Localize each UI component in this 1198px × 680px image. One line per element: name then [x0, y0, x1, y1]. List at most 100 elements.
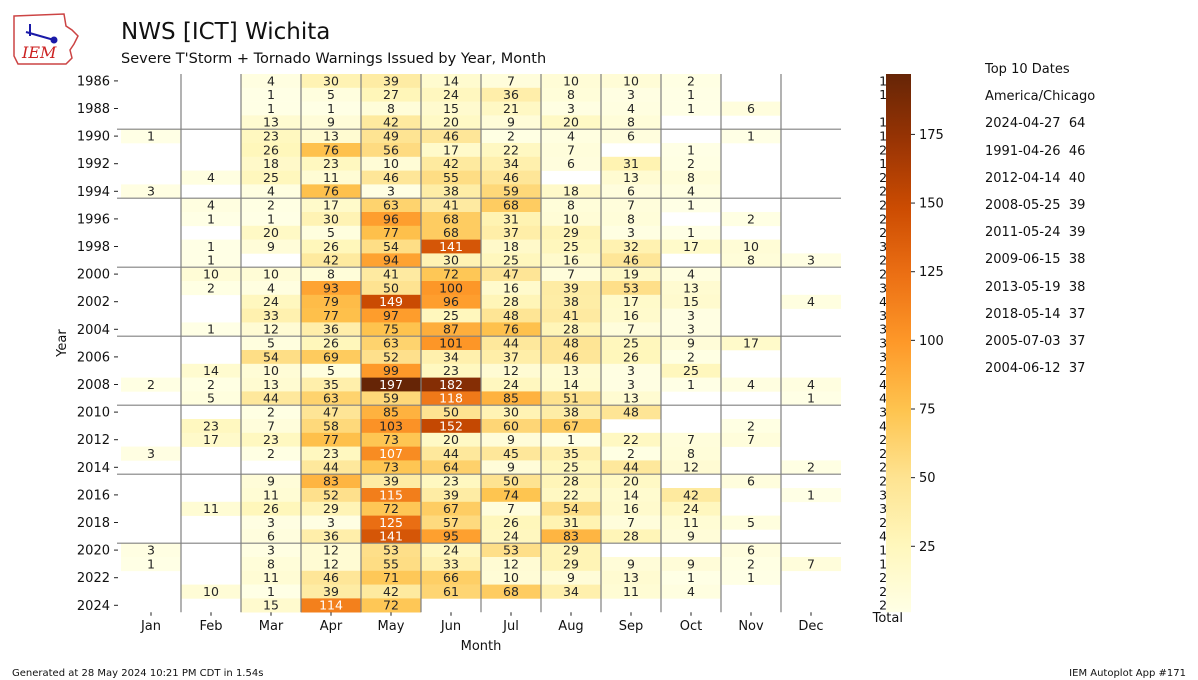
heatmap-cell	[241, 87, 301, 102]
heatmap-cell	[241, 267, 301, 282]
heatmap-cell	[181, 363, 241, 378]
cell-value-label: 77	[323, 432, 339, 447]
heatmap-cell	[661, 363, 721, 378]
colorbar-tick-label: 25	[919, 540, 936, 555]
cell-value-label: 10	[263, 267, 279, 282]
colorbar-tick-label: 100	[919, 334, 944, 349]
cell-value-label: 1	[267, 87, 275, 102]
cell-value-label: 24	[263, 294, 279, 309]
cell-value-label: 39	[443, 487, 459, 502]
heatmap-cell	[421, 446, 481, 461]
cell-value-label: 2	[747, 556, 755, 571]
heatmap-cell	[541, 488, 601, 503]
heatmap-cell	[481, 557, 541, 572]
total-column-label: Total	[872, 611, 903, 626]
heatmap-cell	[541, 294, 601, 309]
heatmap-cell	[361, 281, 421, 296]
cell-value-label: 39	[563, 280, 579, 295]
cell-value-label: 48	[503, 308, 519, 323]
heatmap-cell	[481, 446, 541, 461]
x-tick-label: Dec	[798, 619, 823, 634]
heatmap-cell	[301, 87, 361, 102]
heatmap-cell	[481, 267, 541, 282]
cell-value-label: 23	[263, 432, 279, 447]
cell-value-label: 1	[687, 198, 695, 213]
cell-value-label: 7	[627, 198, 635, 213]
heatmap-cell	[301, 267, 361, 282]
heatmap-cell	[361, 253, 421, 268]
cell-value-label: 152	[439, 418, 463, 433]
heatmap-cell	[601, 432, 661, 447]
heatmap-cell	[601, 253, 661, 268]
cell-value-label: 31	[563, 515, 579, 530]
heatmap-cell	[181, 501, 241, 516]
heatmap-cell	[361, 267, 421, 282]
cell-value-label: 3	[387, 184, 395, 199]
cell-value-label: 1	[267, 584, 275, 599]
cell-value-label: 1	[207, 239, 215, 254]
cell-value-label: 50	[383, 280, 399, 295]
top10-entry: 2013-05-19 38	[985, 279, 1086, 295]
heatmap-cell	[361, 225, 421, 240]
cell-value-label: 23	[263, 129, 279, 144]
cell-value-label: 1	[207, 253, 215, 268]
cell-value-label: 1	[207, 322, 215, 337]
cell-value-label: 9	[687, 529, 695, 544]
cell-value-label: 1	[687, 225, 695, 240]
chart-title: NWS [ICT] Wichita	[121, 19, 331, 45]
heatmap-cell	[241, 557, 301, 572]
heatmap-cell	[421, 529, 481, 544]
heatmap-cell	[481, 543, 541, 558]
cell-value-label: 1	[267, 211, 275, 226]
cell-value-label: 10	[383, 156, 399, 171]
heatmap-cell	[481, 474, 541, 489]
heatmap-cell	[361, 308, 421, 323]
x-tick-label: Jul	[502, 619, 519, 634]
heatmap-cell	[421, 170, 481, 185]
cell-value-label: 68	[503, 198, 519, 213]
heatmap-cell	[241, 281, 301, 296]
cell-value-label: 28	[563, 474, 579, 489]
cell-value-label: 3	[627, 377, 635, 392]
cell-value-label: 22	[623, 432, 639, 447]
cell-value-label: 7	[687, 432, 695, 447]
y-axis-label: Year	[55, 329, 70, 358]
top10-entry: 2005-07-03 37	[985, 333, 1086, 349]
heatmap-cell	[541, 584, 601, 599]
heatmap-cell	[481, 156, 541, 171]
heatmap-cell	[541, 432, 601, 447]
x-tick-label: Oct	[680, 619, 702, 634]
y-tick-label: 1994	[77, 185, 110, 200]
y-tick-label: 2002	[77, 295, 110, 310]
logo-text: IEM	[21, 43, 57, 62]
heatmap-cell	[721, 377, 781, 392]
y-tick-label: 2006	[77, 350, 110, 365]
cell-value-label: 15	[263, 598, 279, 613]
cell-value-label: 48	[563, 336, 579, 351]
heatmap-cell	[481, 281, 541, 296]
heatmap-cell	[661, 515, 721, 530]
heatmap-cell	[361, 419, 421, 434]
heatmap-cell	[661, 432, 721, 447]
cell-value-label: 46	[503, 170, 519, 185]
heatmap-cell	[421, 212, 481, 227]
cell-value-label: 31	[623, 156, 639, 171]
cell-value-label: 4	[267, 184, 275, 199]
cell-value-label: 66	[443, 570, 459, 585]
heatmap-cell	[361, 87, 421, 102]
heatmap-cell	[301, 322, 361, 337]
cell-value-label: 44	[443, 446, 459, 461]
cell-value-label: 30	[443, 253, 459, 268]
cell-value-label: 39	[323, 584, 339, 599]
heatmap-cell	[421, 584, 481, 599]
heatmap-cell	[361, 350, 421, 365]
heatmap-cell	[121, 557, 181, 572]
heatmap-cell	[301, 129, 361, 144]
heatmap-cell	[481, 363, 541, 378]
heatmap-cell	[241, 350, 301, 365]
x-tick-label: Feb	[199, 619, 222, 634]
cell-value-label: 7	[507, 501, 515, 516]
heatmap-cell	[601, 405, 661, 420]
heatmap-cell	[241, 543, 301, 558]
